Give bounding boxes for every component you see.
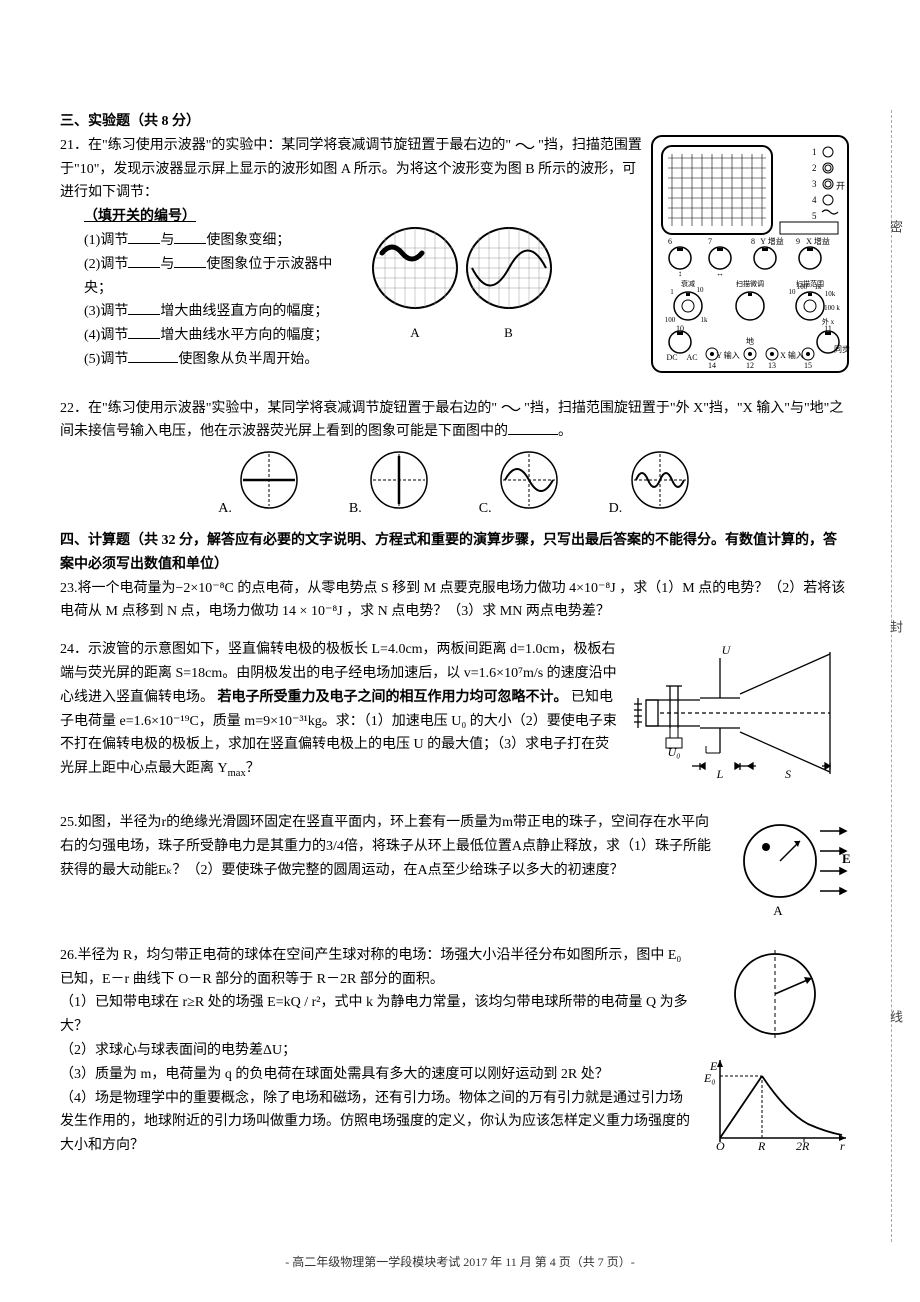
svg-text:E₀: E₀	[703, 1071, 716, 1085]
q21-wave-figures: A B	[370, 223, 554, 344]
svg-text:R: R	[757, 1139, 766, 1153]
svg-text:5: 5	[812, 211, 817, 221]
q22-stem-3: 。	[558, 424, 572, 439]
q24-sub: max	[228, 768, 246, 779]
wave-a-label: A	[370, 322, 460, 344]
q22-stem-1: 22．在"练习使用示波器"实验中，某同学将衰减调节旋钮置于最右边的"	[60, 401, 497, 416]
q24-text-bold: 若电子所受重力及电子之间的相互作用力均可忽略不计。	[218, 690, 568, 705]
question-26: E E₀ O R 2R r 26.半径为 R，均匀带正电荷的球体在空间产生球对称…	[60, 944, 850, 1163]
margin-char-3: 线	[884, 1010, 906, 1023]
svg-text:U: U	[722, 643, 732, 657]
question-23: 23.将一个电荷量为−2×10⁻⁸C 的点电荷，从零电势点 S 移到 M 点要克…	[60, 577, 850, 625]
wave-b-label: B	[464, 322, 554, 344]
page-footer: - 高二年级物理第一学段模块考试 2017 年 11 月 第 4 页（共 7 页…	[0, 1252, 920, 1272]
section-3: 三、实验题（共 8 分）	[60, 110, 850, 521]
q22-options: A. B. C. D.	[60, 448, 850, 521]
question-21: 1 2 3开 4 5 6↕ 7↔ 8Y 增益 9X 增益	[60, 134, 850, 383]
svg-text:2R: 2R	[796, 1139, 810, 1153]
sine-icon	[515, 141, 535, 151]
section-4-title: 四、计算题（共 32 分，解答应有必要的文字说明、方程式和重要的演算步骤，只写出…	[60, 529, 850, 577]
margin-char-1: 密	[884, 220, 906, 233]
svg-text:r: r	[840, 1139, 845, 1153]
q25-figure: E A	[730, 811, 850, 930]
q21-stem-1: 21．在"练习使用示波器"的实验中：某同学将衰减调节旋钮置于最右边的"	[60, 138, 511, 153]
q21-sub-4: (4)调节增大曲线水平方向的幅度；	[84, 324, 360, 348]
q21-note: （填开关的编号）	[84, 209, 196, 224]
svg-text:开: 开	[836, 181, 845, 191]
fold-line	[891, 110, 892, 1242]
svg-text:E: E	[842, 851, 850, 866]
question-24: U U₀ L S 24．示波管的示意图如下，竖直偏转电极的极板长 L=4.0cm…	[60, 638, 850, 797]
wave-a-svg	[370, 223, 460, 313]
page: 密 封 线 三、实验题（共 8 分）	[0, 0, 920, 1302]
svg-text:A: A	[773, 903, 783, 918]
q21-sub-2: (2)调节与使图象位于示波器中央；	[84, 253, 360, 301]
svg-text:1: 1	[812, 147, 817, 157]
q22-option-b: B.	[349, 448, 431, 521]
q21-sub-5: (5)调节使图象从负半周开始。	[84, 348, 360, 372]
question-25: E A 25.如图，半径为r的绝缘光滑圆环固定在竖直平面内，环上套有一质量为m带…	[60, 811, 850, 930]
svg-text:O: O	[716, 1139, 725, 1153]
section-4: 四、计算题（共 32 分，解答应有必要的文字说明、方程式和重要的演算步骤，只写出…	[60, 529, 850, 1163]
q22-option-d: D.	[609, 448, 692, 521]
q24-text-3: ？	[246, 761, 260, 776]
svg-text:2: 2	[812, 163, 817, 173]
q22-option-c: C.	[479, 448, 561, 521]
q21-sub-3: (3)调节增大曲线竖直方向的幅度；	[84, 300, 360, 324]
svg-text:3: 3	[812, 179, 817, 189]
sine-icon	[501, 403, 521, 413]
wave-b-svg	[464, 223, 554, 313]
svg-text:L: L	[716, 767, 724, 781]
q24-figure: U U₀ L S	[630, 638, 850, 797]
q21-sub-1: (1)调节与使图象变细；	[84, 229, 360, 253]
question-22: 22．在"练习使用示波器"实验中，某同学将衰减调节旋钮置于最右边的" "挡，扫描…	[60, 397, 850, 521]
section-3-title: 三、实验题（共 8 分）	[60, 110, 850, 134]
svg-text:S: S	[785, 767, 791, 781]
svg-text:4: 4	[812, 195, 817, 205]
q22-option-a: A.	[218, 448, 301, 521]
margin-char-2: 封	[884, 620, 906, 633]
q26-figure: E E₀ O R 2R r	[700, 944, 850, 1163]
q25-text: 25.如图，半径为r的绝缘光滑圆环固定在竖直平面内，环上套有一质量为m带正电的珠…	[60, 815, 711, 878]
